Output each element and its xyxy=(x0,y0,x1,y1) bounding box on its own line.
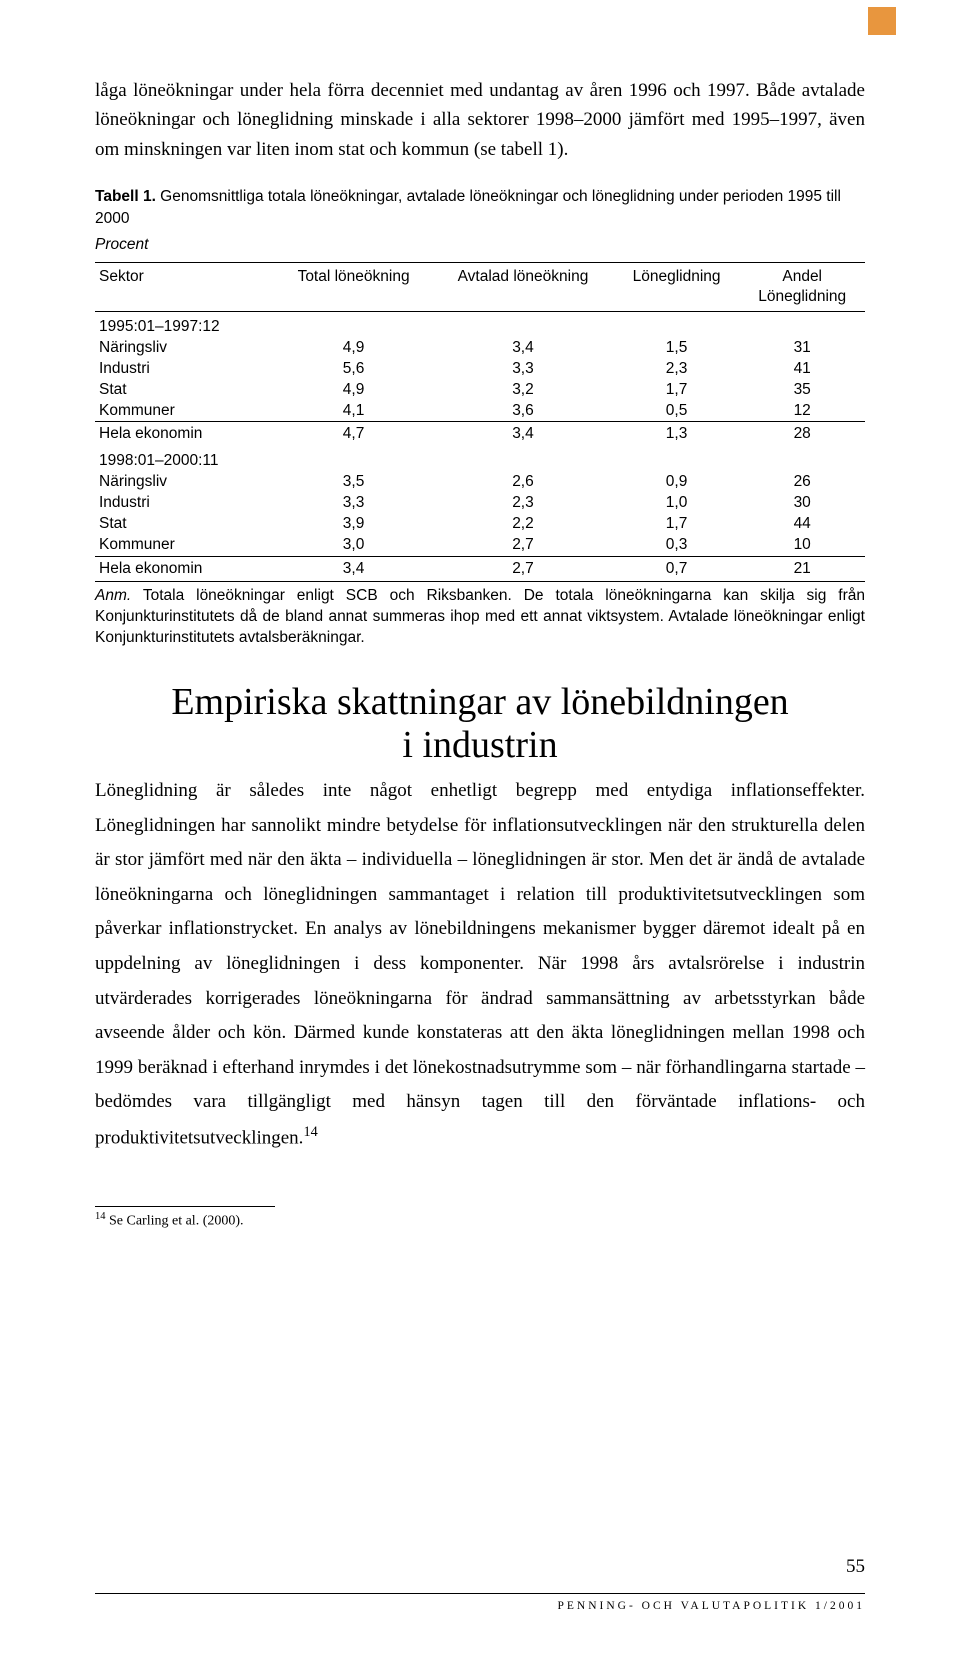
table-cell: Industri xyxy=(95,358,275,379)
table-cell: 26 xyxy=(739,472,865,493)
period-label-row: 1995:01–1997:12 xyxy=(95,311,865,337)
table-body: 1995:01–1997:12Näringsliv4,93,41,531Indu… xyxy=(95,311,865,581)
footnote-text: Se Carling et al. (2000). xyxy=(106,1213,244,1228)
table-title: Tabell 1. Genomsnittliga totala löneökni… xyxy=(95,186,865,229)
footnote-block: 14 Se Carling et al. (2000). xyxy=(95,1206,865,1230)
section-heading: Empiriska skattningar av lönebildningeni… xyxy=(95,681,865,768)
table-cell: 2,6 xyxy=(432,472,614,493)
table-row: Hela ekonomin3,42,70,721 xyxy=(95,556,865,581)
footnote-num: 14 xyxy=(95,1211,106,1222)
corner-mark xyxy=(868,7,896,35)
table-cell: 3,4 xyxy=(432,337,614,358)
period-label: 1998:01–2000:11 xyxy=(95,446,865,472)
table-cell: 4,9 xyxy=(275,337,432,358)
table-cell: 1,5 xyxy=(614,337,740,358)
table-cell: 2,7 xyxy=(432,556,614,581)
table-cell: 10 xyxy=(739,535,865,557)
table-cell: 21 xyxy=(739,556,865,581)
table-title-prefix: Tabell 1. xyxy=(95,188,156,205)
table-header-row: Sektor Total löneökning Avtalad löneökni… xyxy=(95,262,865,311)
page-number: 55 xyxy=(846,1556,865,1578)
table-cell: 30 xyxy=(739,493,865,514)
table-cell: 3,4 xyxy=(275,556,432,581)
table-cell: Stat xyxy=(95,379,275,400)
table-cell: Hela ekonomin xyxy=(95,556,275,581)
table-cell: 1,7 xyxy=(614,379,740,400)
table-cell: 44 xyxy=(739,514,865,535)
wage-table: Sektor Total löneökning Avtalad löneökni… xyxy=(95,262,865,582)
intro-paragraph: låga löneökningar under hela förra decen… xyxy=(95,76,865,164)
page-content: låga löneökningar under hela förra decen… xyxy=(0,0,960,1229)
table-row: Näringsliv4,93,41,531 xyxy=(95,337,865,358)
body-text: Löneglidning är således inte något enhet… xyxy=(95,780,865,1148)
table-row: Stat3,92,21,744 xyxy=(95,514,865,535)
table-cell: 0,9 xyxy=(614,472,740,493)
table-cell: 3,5 xyxy=(275,472,432,493)
table-cell: 2,2 xyxy=(432,514,614,535)
table-cell: 3,0 xyxy=(275,535,432,557)
table-cell: 3,9 xyxy=(275,514,432,535)
table-cell: Kommuner xyxy=(95,400,275,422)
footnote-rule xyxy=(95,1206,275,1207)
table-row: Industri3,32,31,030 xyxy=(95,493,865,514)
table-cell: 1,3 xyxy=(614,422,740,447)
table-row: Näringsliv3,52,60,926 xyxy=(95,472,865,493)
table-cell: 3,3 xyxy=(432,358,614,379)
table-subtitle: Procent xyxy=(95,236,865,254)
footnote-ref: 14 xyxy=(303,1124,317,1140)
table-cell: Näringsliv xyxy=(95,337,275,358)
table-note-rest: Totala löneökningar enligt SCB och Riksb… xyxy=(95,587,865,646)
footnote: 14 Se Carling et al. (2000). xyxy=(95,1211,865,1230)
col-avtalad: Avtalad löneökning xyxy=(432,262,614,311)
table-cell: 2,3 xyxy=(432,493,614,514)
table-cell: 1,0 xyxy=(614,493,740,514)
table-cell: 1,7 xyxy=(614,514,740,535)
table-cell: 41 xyxy=(739,358,865,379)
table-cell: 4,9 xyxy=(275,379,432,400)
col-andel: AndelLöneglidning xyxy=(739,262,865,311)
table-cell: 31 xyxy=(739,337,865,358)
table-cell: Industri xyxy=(95,493,275,514)
table-note-prefix: Anm. xyxy=(95,587,131,604)
table-cell: 28 xyxy=(739,422,865,447)
table-cell: 35 xyxy=(739,379,865,400)
table-row: Stat4,93,21,735 xyxy=(95,379,865,400)
table-cell: 3,6 xyxy=(432,400,614,422)
col-loneglidning: Löneglidning xyxy=(614,262,740,311)
footer: PENNING- OCH VALUTAPOLITIK 1/2001 xyxy=(95,1593,865,1612)
period-label-row: 1998:01–2000:11 xyxy=(95,446,865,472)
table-note: Anm. Totala löneökningar enligt SCB och … xyxy=(95,586,865,649)
table-cell: Kommuner xyxy=(95,535,275,557)
table-cell: 5,6 xyxy=(275,358,432,379)
period-label: 1995:01–1997:12 xyxy=(95,311,865,337)
table-cell: 2,7 xyxy=(432,535,614,557)
table-title-rest: Genomsnittliga totala löneökningar, avta… xyxy=(95,188,841,227)
table-cell: 3,2 xyxy=(432,379,614,400)
table-row: Industri5,63,32,341 xyxy=(95,358,865,379)
table-cell: Hela ekonomin xyxy=(95,422,275,447)
table-row: Kommuner3,02,70,310 xyxy=(95,535,865,557)
table-cell: 0,5 xyxy=(614,400,740,422)
body-paragraph: Löneglidning är således inte något enhet… xyxy=(95,774,865,1156)
table-cell: 0,3 xyxy=(614,535,740,557)
table-cell: Näringsliv xyxy=(95,472,275,493)
table-row: Kommuner4,13,60,512 xyxy=(95,400,865,422)
table-cell: Stat xyxy=(95,514,275,535)
table-cell: 3,4 xyxy=(432,422,614,447)
table-cell: 3,3 xyxy=(275,493,432,514)
col-total: Total löneökning xyxy=(275,262,432,311)
table-cell: 4,1 xyxy=(275,400,432,422)
table-cell: 4,7 xyxy=(275,422,432,447)
table-cell: 12 xyxy=(739,400,865,422)
col-sektor: Sektor xyxy=(95,262,275,311)
table-row: Hela ekonomin4,73,41,328 xyxy=(95,422,865,447)
table-cell: 2,3 xyxy=(614,358,740,379)
table-cell: 0,7 xyxy=(614,556,740,581)
